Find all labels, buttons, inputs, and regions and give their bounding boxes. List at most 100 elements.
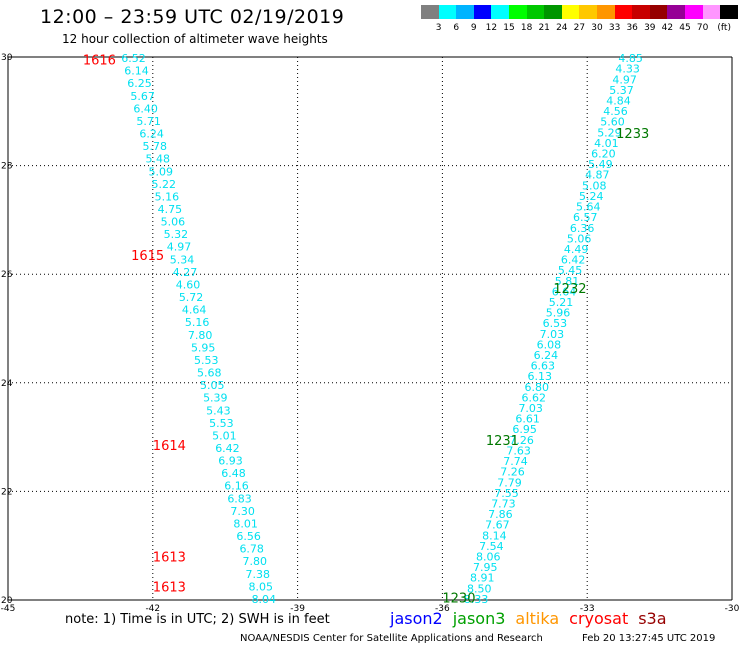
wave-height-value: 6.36 — [570, 222, 595, 235]
pass-time-label: 1614 — [153, 439, 186, 454]
pass-time-label: 1613 — [153, 580, 186, 595]
wave-height-value: 8.33 — [464, 593, 489, 606]
wave-height-value: 6.24 — [139, 128, 164, 141]
satellite-cryosat: cryosat — [569, 609, 629, 628]
wave-height-value: 5.64 — [576, 201, 601, 214]
legend-swatch — [579, 5, 598, 19]
legend-label: 33 — [608, 23, 621, 33]
wave-height-value: 6.53 — [543, 317, 568, 330]
wave-height-value: 6.52 — [121, 52, 146, 65]
wave-height-value: 4.85 — [618, 52, 643, 65]
wave-height-value: 7.80 — [242, 555, 267, 568]
wave-height-value: 5.72 — [179, 291, 204, 304]
wave-height-value: 5.43 — [206, 404, 231, 417]
wave-height-value: 6.16 — [224, 480, 249, 493]
wave-height-value: 5.78 — [142, 140, 167, 153]
wave-height-value: 6.24 — [534, 349, 559, 362]
wave-height-value: 5.32 — [164, 228, 189, 241]
wave-height-value: 4.75 — [158, 203, 183, 216]
y-tick-label: 22 — [1, 487, 12, 497]
wave-height-value: 7.03 — [540, 328, 565, 341]
legend-label: 24 — [556, 23, 568, 33]
wave-height-value: 7.54 — [479, 540, 504, 553]
wave-height-value: 7.63 — [506, 444, 531, 457]
time-labels: 1616 1615 1614 1613 1613 1233 1232 1231 1230 — [83, 54, 649, 607]
legend-label: 9 — [470, 23, 477, 33]
wave-height-value: 8.05 — [249, 580, 274, 593]
wave-height-value: 7.74 — [503, 455, 528, 468]
pass-time-label: 1230 — [442, 591, 475, 606]
wave-height-value: 7.80 — [188, 329, 213, 342]
legend-label: 30 — [591, 23, 603, 33]
wave-height-value: 5.53 — [209, 417, 234, 430]
legend-label: 18 — [520, 23, 533, 33]
legend-label: 6 — [453, 23, 460, 33]
wave-height-value: 6.42 — [215, 442, 240, 455]
wave-height-value: 5.68 — [197, 367, 222, 380]
satellite-jason2: jason2 — [390, 609, 443, 628]
wave-height-value: 6.42 — [561, 254, 586, 267]
wave-height-value: 7.86 — [488, 508, 513, 521]
wave-height-value: 5.37 — [609, 84, 634, 97]
wave-height-value: 5.60 — [600, 116, 625, 129]
wave-height-value: 5.71 — [136, 115, 161, 128]
legend-label: 42 — [661, 23, 674, 33]
wave-height-value: 5.01 — [212, 429, 237, 442]
wave-height-value: 5.53 — [194, 354, 219, 367]
satellite-jason3: jason3 — [452, 609, 506, 628]
wave-height-value: 5.16 — [185, 316, 210, 329]
wave-height-value: 8.06 — [476, 550, 501, 563]
legend-swatch — [456, 5, 475, 19]
wave-height-value: 4.64 — [182, 304, 207, 317]
wave-height-value: 7.30 — [230, 505, 255, 518]
wave-height-value: 8.14 — [482, 529, 507, 542]
legend-label: 27 — [573, 23, 586, 33]
wave-height-value: 4.60 — [176, 278, 201, 291]
axis-tick-labels: -45 -42 -39 -36 -33 -30 30 28 26 24 22 20 — [1, 53, 740, 614]
pass-time-label: 1231 — [486, 434, 519, 449]
wave-height-value: 6.93 — [218, 455, 243, 468]
wave-height-value: 6.56 — [236, 530, 261, 543]
wave-height-value: 4.97 — [612, 73, 637, 86]
wave-height-value: 6.48 — [221, 467, 246, 480]
wave-height-value: 6.40 — [133, 102, 158, 115]
legend-swatch — [685, 5, 703, 19]
legend-swatch — [491, 5, 510, 19]
legend-swatch — [614, 5, 633, 19]
legend-swatch — [720, 5, 739, 19]
wave-height-value: 7.26 — [509, 434, 534, 447]
wave-height-value: 7.95 — [473, 561, 498, 574]
x-tick-label: -45 — [1, 604, 16, 614]
legend-swatch — [702, 5, 721, 19]
legend-swatch — [544, 5, 563, 19]
wave-height-value: 5.48 — [145, 153, 170, 166]
wave-height-value: 5.21 — [549, 296, 574, 309]
x-tick-label: -39 — [290, 604, 305, 614]
wave-height-value: 8.01 — [233, 517, 258, 530]
wave-height-value: 7.55 — [494, 487, 519, 500]
wave-height-value: 6.13 — [528, 370, 553, 383]
wave-height-value: 6.25 — [127, 77, 152, 90]
wave-height-value: 6.61 — [515, 413, 540, 426]
wave-height-value: 6.83 — [227, 492, 252, 505]
legend-label: (ft) — [717, 23, 731, 33]
wave-height-value: 7.67 — [485, 519, 510, 532]
y-tick-label: 24 — [1, 379, 13, 389]
wave-height-value: 6.08 — [537, 338, 562, 351]
wave-height-value: 5.05 — [200, 379, 225, 392]
legend-swatch — [667, 5, 686, 19]
wave-height-value: 5.81 — [555, 275, 580, 288]
satellite-legend: jason2 jason3 altika cryosat s3a — [390, 609, 677, 628]
wave-height-value: 5.29 — [597, 126, 622, 139]
generated-timestamp: Feb 20 13:27:45 UTC 2019 — [582, 633, 716, 644]
wave-height-value: 4.49 — [564, 243, 589, 256]
y-tick-label: 30 — [1, 53, 13, 63]
wave-height-value: 5.22 — [152, 178, 177, 191]
wave-height-value: 5.49 — [588, 158, 613, 171]
legend-label: 36 — [626, 23, 638, 33]
wave-height-value: 4.97 — [167, 241, 192, 254]
wave-height-value: 8.91 — [470, 572, 495, 585]
wave-height-value: 6.62 — [521, 391, 546, 404]
credit-line: NOAA/NESDIS Center for Satellite Applica… — [240, 633, 543, 644]
